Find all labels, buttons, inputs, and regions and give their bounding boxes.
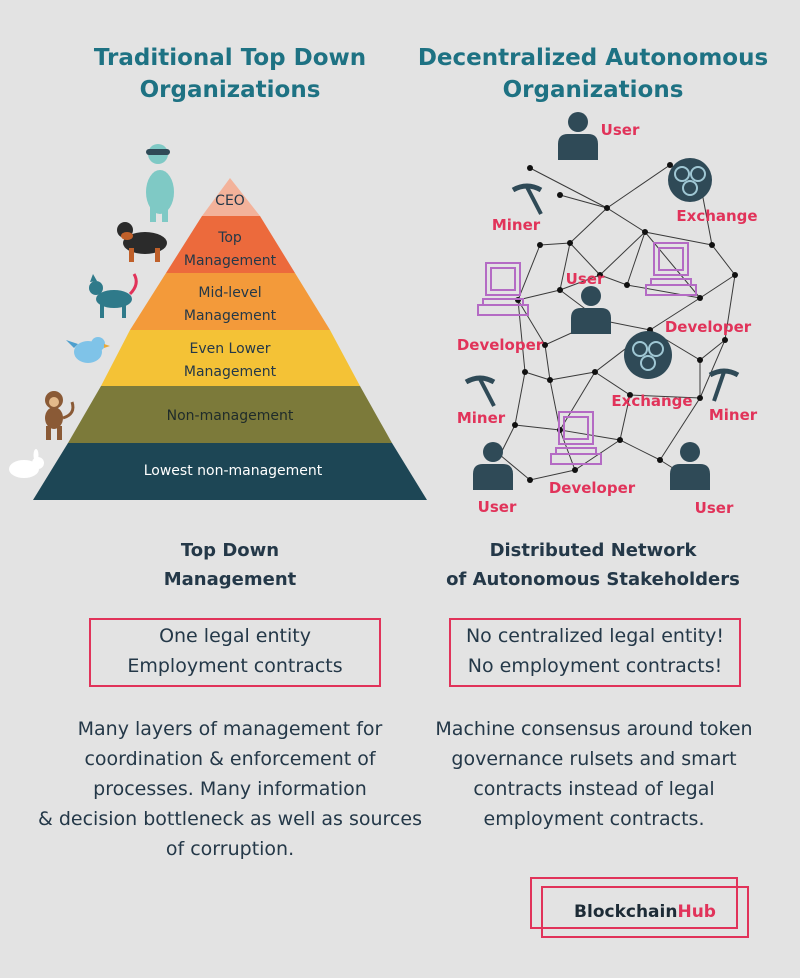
decentralized-network: User Exchange Miner User Developer Devel… <box>457 112 758 517</box>
tier-label-top-2: Management <box>184 253 277 269</box>
label-miner-3: Miner <box>709 406 758 424</box>
user-icon <box>571 286 611 334</box>
right-heading: Decentralized Autonomous Organizations <box>417 45 769 103</box>
right-subheading: Distributed Network of Autonomous Stakeh… <box>446 540 740 590</box>
left-heading: Traditional Top Down Organizations <box>93 45 367 103</box>
label-developer-3: Developer <box>549 479 636 497</box>
computer-icon <box>645 242 697 296</box>
label-miner-2: Miner <box>457 409 506 427</box>
pyramid-tier-4 <box>101 330 360 386</box>
right-description: Machine consensus around token governanc… <box>435 718 753 830</box>
rabbit-icon <box>9 449 44 478</box>
logo-text-blockchain: Blockchain <box>574 902 678 922</box>
dog-icon <box>146 144 174 222</box>
hierarchy-pyramid: CEO Top Management Mid-level Management … <box>9 144 427 500</box>
rottweiler-icon <box>117 222 167 262</box>
pickaxe-icon <box>511 183 543 215</box>
pyramid-tier-2 <box>166 216 295 273</box>
pyramid-tier-1 <box>202 178 260 216</box>
label-user-3: User <box>478 498 517 516</box>
blockchainhub-logo: BlockchainHub <box>541 886 749 938</box>
exchange-icon <box>668 158 712 202</box>
tier-label-lower-1: Even Lower <box>189 341 270 357</box>
monkey-icon <box>45 391 75 440</box>
pyramid-tier-5 <box>68 386 392 443</box>
user-icon <box>670 442 710 490</box>
tier-label-mid-2: Management <box>184 308 277 324</box>
label-developer-1: Developer <box>665 318 752 336</box>
cat-icon <box>89 273 138 318</box>
tier-label-mid-1: Mid-level <box>198 285 261 301</box>
label-user-2: User <box>566 270 605 288</box>
tier-label-lower-2: Management <box>184 364 277 380</box>
pickaxe-icon <box>708 368 740 402</box>
left-subheading: Top Down Management <box>163 540 297 590</box>
label-exchange-1: Exchange <box>676 207 757 225</box>
bird-icon <box>66 337 110 363</box>
label-miner-1: Miner <box>492 216 541 234</box>
left-description: Many layers of management for coordinati… <box>38 718 422 860</box>
exchange-icon <box>624 331 672 379</box>
tier-label-top-1: Top <box>217 230 242 246</box>
computer-icon <box>477 262 529 316</box>
pickaxe-icon <box>464 375 496 407</box>
label-exchange-2: Exchange <box>611 392 692 410</box>
tier-label-lowest: Lowest non-management <box>144 463 323 479</box>
logo-text-hub: Hub <box>677 902 716 922</box>
tier-label-non-management: Non-management <box>167 408 294 424</box>
logo-frame-back <box>530 877 738 929</box>
tier-label-ceo: CEO <box>215 193 245 209</box>
label-user-4: User <box>695 499 734 517</box>
user-icon <box>558 112 598 160</box>
pyramid-tier-6 <box>33 443 427 500</box>
right-legal-box: No centralized legal entity! No employme… <box>449 618 741 687</box>
left-legal-box: One legal entity Employment contracts <box>89 618 381 687</box>
pyramid-tier-3 <box>130 273 330 330</box>
label-developer-2: Developer <box>457 336 544 354</box>
user-icon <box>473 442 513 490</box>
label-user-1: User <box>601 121 640 139</box>
computer-icon <box>550 411 602 465</box>
